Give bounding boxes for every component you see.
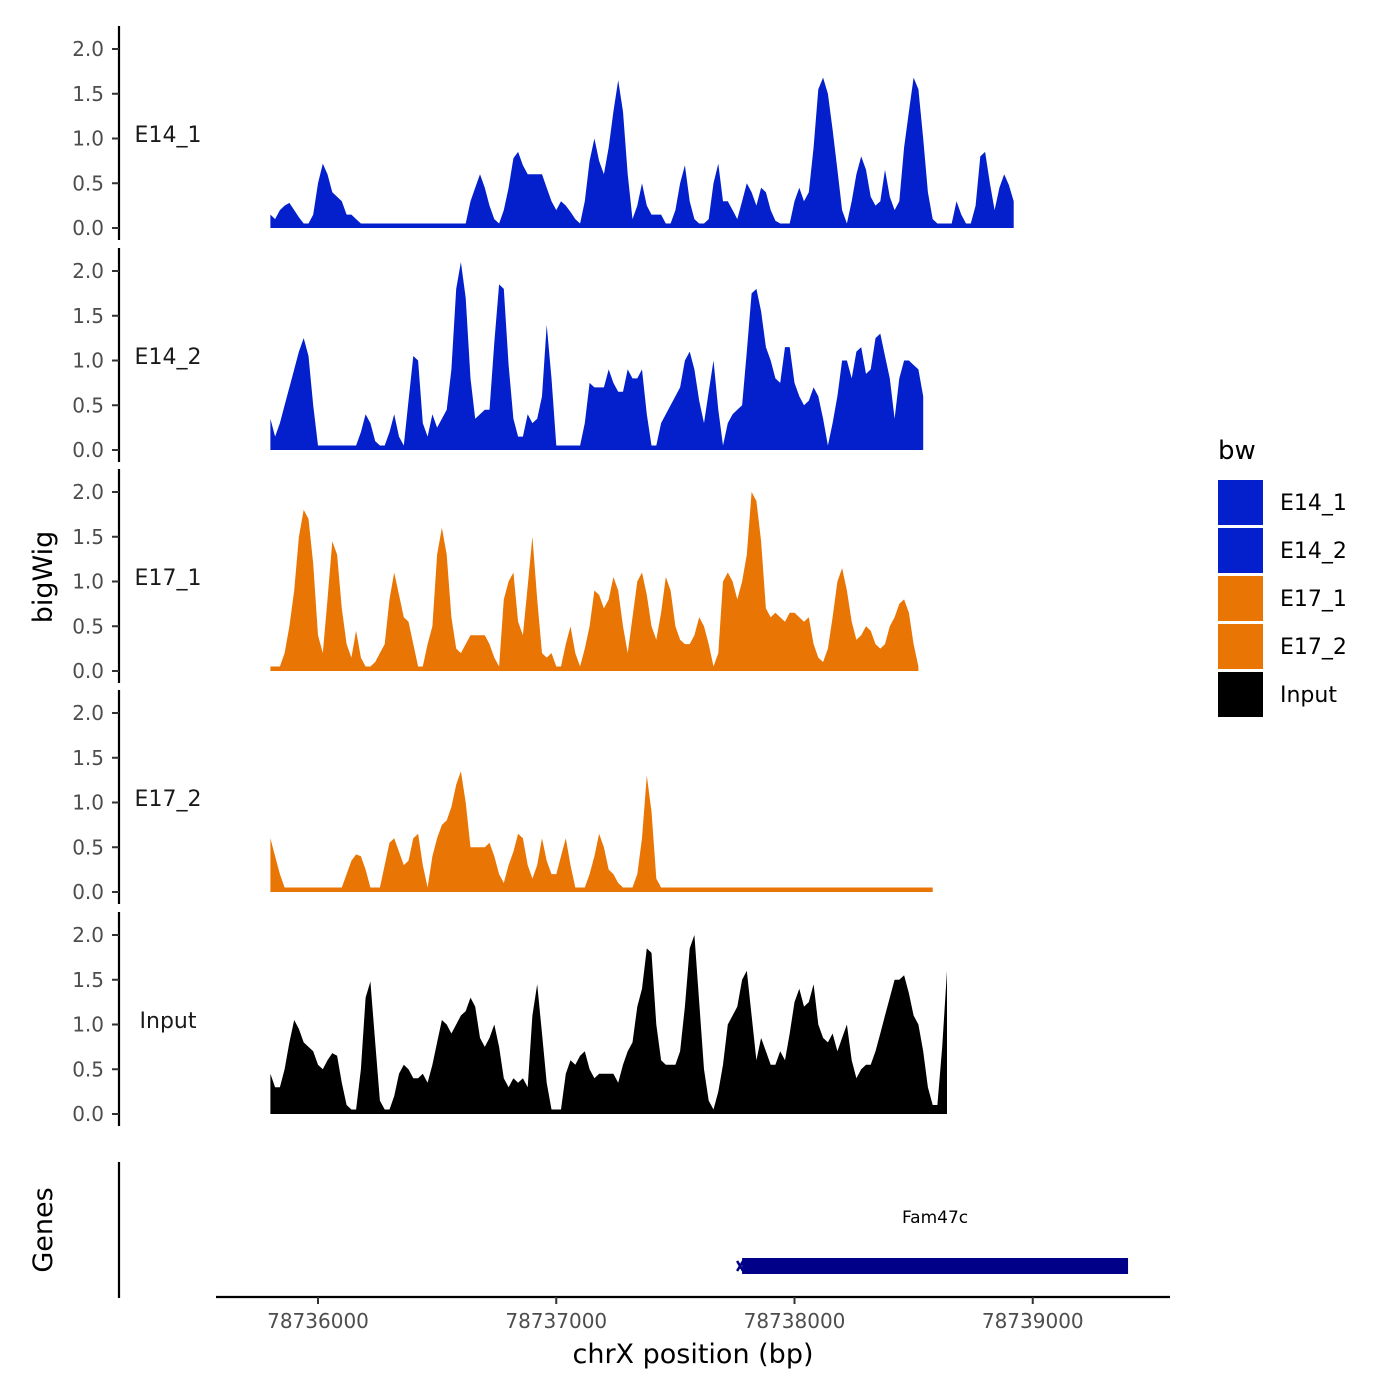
y-tick-label: 0.5 bbox=[72, 835, 104, 859]
y-tick-label: 1.0 bbox=[72, 791, 104, 815]
genes-axis-title: Genes bbox=[28, 1187, 59, 1272]
legend-key-input bbox=[1218, 672, 1263, 717]
x-axis-title: chrX position (bp) bbox=[572, 1339, 813, 1370]
legend-label: E14_1 bbox=[1280, 491, 1347, 516]
track-area-e17-2 bbox=[270, 771, 933, 892]
y-tick-label: 1.5 bbox=[72, 968, 104, 992]
y-tick-label: 1.0 bbox=[72, 1013, 104, 1037]
legend-label: E17_1 bbox=[1280, 587, 1347, 612]
bigwig-tracks bbox=[270, 77, 1014, 1114]
y-tick-label: 1.5 bbox=[72, 304, 104, 328]
y-tick-label: 2.0 bbox=[72, 701, 104, 725]
legend: bw E14_1 E14_2 E17_1 E17_2 Input bbox=[1218, 436, 1347, 717]
y-tick-label: 1.5 bbox=[72, 525, 104, 549]
legend-label: E14_2 bbox=[1280, 539, 1347, 564]
y-tick-label: 0.5 bbox=[72, 171, 104, 195]
y-tick-label: 0.0 bbox=[72, 1102, 104, 1126]
legend-key-e14-2 bbox=[1218, 528, 1263, 573]
track-area-e14-1 bbox=[270, 77, 1014, 228]
x-axis: chrX position (bp) 78736000 78737000 78738… bbox=[216, 1295, 1170, 1370]
x-tick-label: 78737000 bbox=[505, 1309, 607, 1333]
legend-label: Input bbox=[1280, 683, 1337, 708]
track-label: E14_1 bbox=[135, 123, 202, 148]
gene-body bbox=[742, 1258, 1129, 1274]
y-tick-label: 0.5 bbox=[72, 614, 104, 638]
y-tick-label: 1.0 bbox=[72, 127, 104, 151]
track-label: E17_2 bbox=[135, 787, 202, 812]
y-axis-title: bigWig bbox=[28, 531, 59, 624]
y-tick-label: 0.0 bbox=[72, 216, 104, 240]
y-tick-label: 0.0 bbox=[72, 880, 104, 904]
y-tick-label: 1.5 bbox=[72, 82, 104, 106]
y-tick-label: 0.0 bbox=[72, 659, 104, 683]
y-tick-label: 2.0 bbox=[72, 480, 104, 504]
legend-label: E17_2 bbox=[1280, 635, 1347, 660]
track-label: E17_1 bbox=[135, 566, 202, 591]
y-tick-label: 2.0 bbox=[72, 923, 104, 947]
track-area-input bbox=[270, 935, 947, 1114]
legend-key-e14-1 bbox=[1218, 480, 1263, 525]
y-axes: 0.0 0.5 1.0 1.5 2.0 E14_1 0.0 0.5 1.0 1.5 2.0 E14_2… bbox=[72, 26, 201, 1126]
legend-title: bw bbox=[1218, 436, 1256, 466]
y-tick-label: 1.0 bbox=[72, 349, 104, 373]
x-tick-label: 78739000 bbox=[982, 1309, 1084, 1333]
track-label: E14_2 bbox=[135, 345, 202, 370]
x-tick-label: 78736000 bbox=[267, 1309, 369, 1333]
y-tick-label: 2.0 bbox=[72, 37, 104, 61]
track-area-e14-2 bbox=[270, 262, 924, 450]
y-tick-label: 0.5 bbox=[72, 1057, 104, 1081]
x-tick-label: 78738000 bbox=[744, 1309, 846, 1333]
legend-key-e17-2 bbox=[1218, 624, 1263, 669]
y-tick-label: 0.5 bbox=[72, 393, 104, 417]
y-tick-label: 0.0 bbox=[72, 438, 104, 462]
genes-panel: Genes Fam47c bbox=[28, 1162, 1129, 1298]
y-tick-label: 2.0 bbox=[72, 259, 104, 283]
gene-strand-marker bbox=[736, 1260, 745, 1272]
legend-key-e17-1 bbox=[1218, 576, 1263, 621]
gene-label: Fam47c bbox=[902, 1208, 968, 1228]
track-label: Input bbox=[140, 1009, 197, 1034]
track-area-e17-1 bbox=[270, 492, 919, 671]
y-tick-label: 1.0 bbox=[72, 570, 104, 594]
y-tick-label: 1.5 bbox=[72, 746, 104, 770]
